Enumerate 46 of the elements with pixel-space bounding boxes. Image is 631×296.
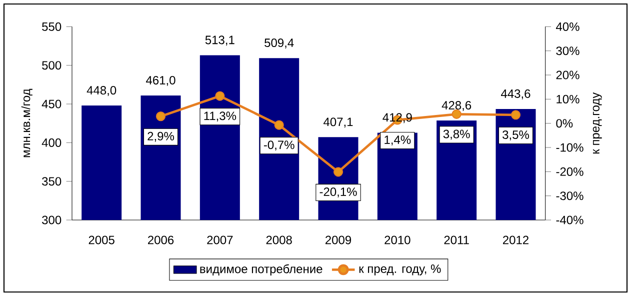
data-label: 11,3% (204, 112, 236, 122)
x-tick-label: 2005 (88, 236, 114, 244)
y2-axis-title: к пред.году (592, 92, 602, 154)
data-label: 3,8% (443, 130, 470, 140)
x-tick-label: 2011 (444, 236, 469, 244)
y-axis-title: млн.кв.м/год (21, 88, 32, 158)
x-tick-label: 2008 (266, 236, 292, 244)
y-tick-label: 300 (42, 216, 62, 224)
data-label: 2,9% (148, 132, 174, 142)
point (215, 91, 225, 101)
data-label: 513,1 (205, 36, 234, 46)
data-label: 443,6 (501, 89, 530, 100)
y2-tick-label: -40% (556, 216, 584, 224)
data-label: 448,0 (86, 86, 116, 96)
data-label: 3,5% (502, 130, 529, 140)
point (156, 112, 166, 122)
x-tick-label: 2006 (148, 236, 174, 244)
y2-tick-label: 10% (556, 94, 580, 104)
y2-tick-label: 20% (556, 70, 580, 80)
point (333, 167, 344, 177)
y-tick-label: 550 (42, 22, 62, 31)
x-tick-label: 2007 (207, 236, 233, 244)
x-tick-label: 2010 (384, 236, 410, 244)
y2-tick-label: -10% (556, 143, 584, 152)
data-label: -0,7% (264, 140, 294, 151)
legend-label: видимое потребление (200, 264, 322, 276)
y2-tick-label: 40% (556, 22, 580, 31)
x-tick-label: 2009 (326, 236, 352, 244)
data-label: -20,1% (320, 188, 357, 198)
point (274, 120, 284, 130)
data-label: 461,0 (146, 76, 176, 86)
y-tick-label: 400 (42, 138, 62, 147)
y2-tick-label: 30% (556, 46, 580, 56)
point (510, 110, 521, 120)
y2-tick-label: 0% (556, 119, 573, 128)
data-label: 407,1 (324, 118, 353, 128)
y-tick-label: 350 (42, 177, 62, 186)
y-tick-label: 500 (42, 61, 62, 70)
legend-label: к пред. году, % (359, 264, 441, 276)
y2-tick-label: -30% (556, 192, 584, 200)
data-label: 509,4 (264, 38, 294, 48)
data-label: 1,4% (384, 136, 411, 146)
y-tick-label: 450 (42, 100, 62, 108)
x-tick-label: 2012 (503, 236, 528, 244)
y2-tick-label: -20% (556, 167, 584, 176)
data-label: 428,6 (442, 101, 472, 111)
